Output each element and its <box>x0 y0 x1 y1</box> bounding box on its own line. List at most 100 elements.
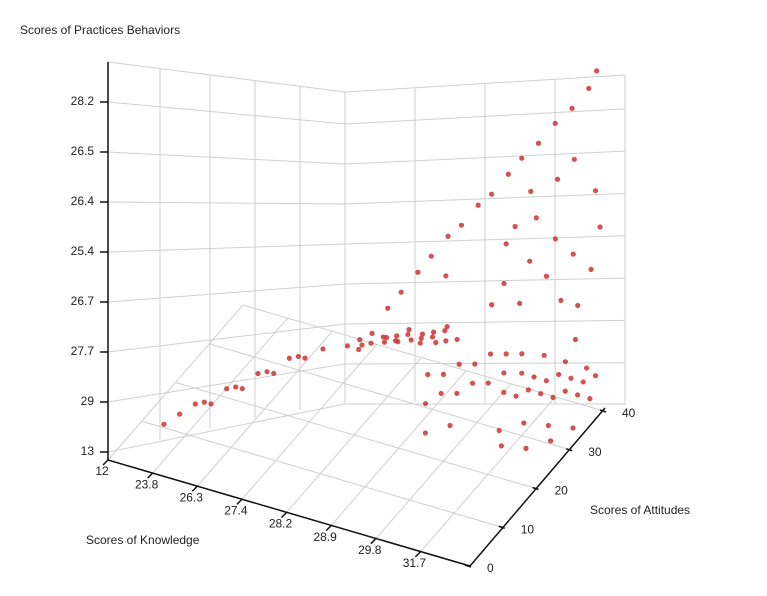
point <box>496 427 502 434</box>
point <box>239 386 245 392</box>
point <box>369 330 375 336</box>
point <box>588 266 594 272</box>
z-tick-label: 29 <box>81 394 95 408</box>
point <box>264 369 270 375</box>
y-tick <box>532 486 539 491</box>
point <box>425 371 431 378</box>
x-tick-label: 28.9 <box>313 530 337 544</box>
point <box>597 224 603 230</box>
grid-line <box>107 201 346 205</box>
point <box>454 336 460 343</box>
point <box>503 241 509 247</box>
point <box>447 422 453 429</box>
z-tick-label: 26.7 <box>71 294 95 308</box>
point <box>501 389 507 395</box>
point <box>517 300 523 306</box>
point <box>527 258 533 264</box>
x-tick <box>102 459 109 466</box>
point <box>233 384 239 390</box>
grid-line <box>141 420 499 527</box>
point <box>394 333 400 339</box>
point <box>469 380 476 386</box>
point <box>562 359 568 365</box>
point <box>201 399 207 405</box>
point <box>368 340 374 346</box>
y-tick <box>599 409 607 413</box>
point <box>594 68 600 74</box>
grid-line <box>344 235 626 245</box>
grid-line <box>107 101 346 125</box>
z-axis-label: Scores of Practices Behaviors <box>20 23 180 37</box>
grid-line <box>107 363 346 403</box>
point <box>575 302 581 309</box>
point <box>359 342 365 348</box>
point <box>430 329 437 335</box>
grid-line <box>107 151 346 165</box>
point <box>177 411 183 417</box>
y-tick-label: 40 <box>622 406 636 420</box>
y-tick <box>464 564 472 568</box>
point <box>422 430 428 436</box>
point <box>587 396 593 402</box>
point <box>489 302 495 308</box>
point <box>224 386 230 392</box>
z-tick-label: 25.4 <box>71 244 95 258</box>
point <box>385 305 391 311</box>
point <box>505 171 511 177</box>
wall-edge <box>107 61 346 93</box>
x-tick-label: 12 <box>95 464 109 478</box>
point <box>552 120 558 126</box>
x-tick-label: 27.4 <box>224 504 248 518</box>
point <box>501 370 507 376</box>
point <box>418 335 424 341</box>
point <box>592 373 599 379</box>
point <box>547 438 554 444</box>
x-tick-label: 31.7 <box>403 556 427 570</box>
point <box>458 222 465 228</box>
point <box>525 387 531 393</box>
point <box>487 351 494 357</box>
point <box>422 400 429 407</box>
point <box>398 289 404 295</box>
point <box>356 346 362 353</box>
point <box>570 425 576 431</box>
y-tick-label: 10 <box>521 522 535 536</box>
point <box>528 188 534 194</box>
point <box>443 338 449 344</box>
point <box>519 370 525 376</box>
z-tick-label: 26.4 <box>71 194 95 208</box>
point <box>475 202 481 208</box>
grid-line <box>344 362 626 365</box>
point <box>535 140 542 146</box>
x-axis-label: Scores of Knowledge <box>86 533 200 547</box>
grid-line <box>344 192 626 205</box>
point <box>538 391 544 397</box>
point <box>405 331 411 338</box>
point <box>545 422 552 429</box>
point <box>408 337 414 343</box>
point <box>381 339 387 345</box>
y-tick <box>566 448 573 452</box>
point <box>485 380 491 386</box>
point <box>271 370 277 376</box>
point <box>488 191 495 197</box>
point <box>419 331 426 337</box>
z-tick-label: 13 <box>81 444 95 458</box>
y-tick-label: 30 <box>588 445 602 459</box>
point <box>357 337 363 343</box>
point <box>513 393 519 399</box>
point <box>512 223 518 230</box>
grid-line <box>107 283 346 303</box>
grid-line <box>175 382 533 488</box>
point <box>472 361 478 367</box>
grid-line <box>209 343 567 450</box>
x-tick-label: 29.8 <box>358 543 382 557</box>
point <box>443 273 449 279</box>
point <box>429 334 436 340</box>
point <box>302 355 308 361</box>
x-tick-label: 23.8 <box>135 477 159 491</box>
point <box>255 370 261 377</box>
y-tick-label: 0 <box>487 561 494 575</box>
x-tick <box>325 525 332 532</box>
point <box>570 251 576 257</box>
